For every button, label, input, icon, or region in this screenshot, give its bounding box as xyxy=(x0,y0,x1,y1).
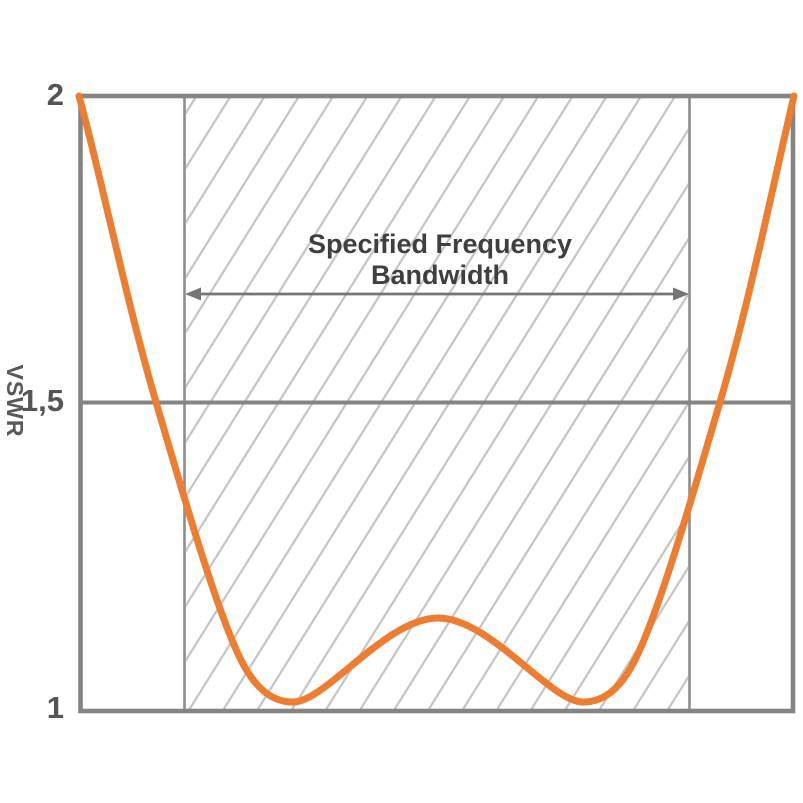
y-tick-label-2: 2 xyxy=(46,77,64,112)
y-tick-label-1-5: 1,5 xyxy=(20,383,64,418)
y-tick-label-1: 1 xyxy=(46,690,64,725)
bandwidth-annotation-line1: Specified Frequency xyxy=(307,229,573,259)
bandwidth-annotation-line2: Bandwidth xyxy=(371,260,509,290)
y-axis-title: VSWR xyxy=(2,364,28,438)
arrowhead-right-icon xyxy=(673,287,689,301)
vswr-curve xyxy=(75,92,798,706)
arrowhead-left-icon xyxy=(185,287,201,301)
bandwidth-arrow xyxy=(185,287,689,301)
bandwidth-annotation: Specified Frequency Bandwidth xyxy=(240,229,640,291)
